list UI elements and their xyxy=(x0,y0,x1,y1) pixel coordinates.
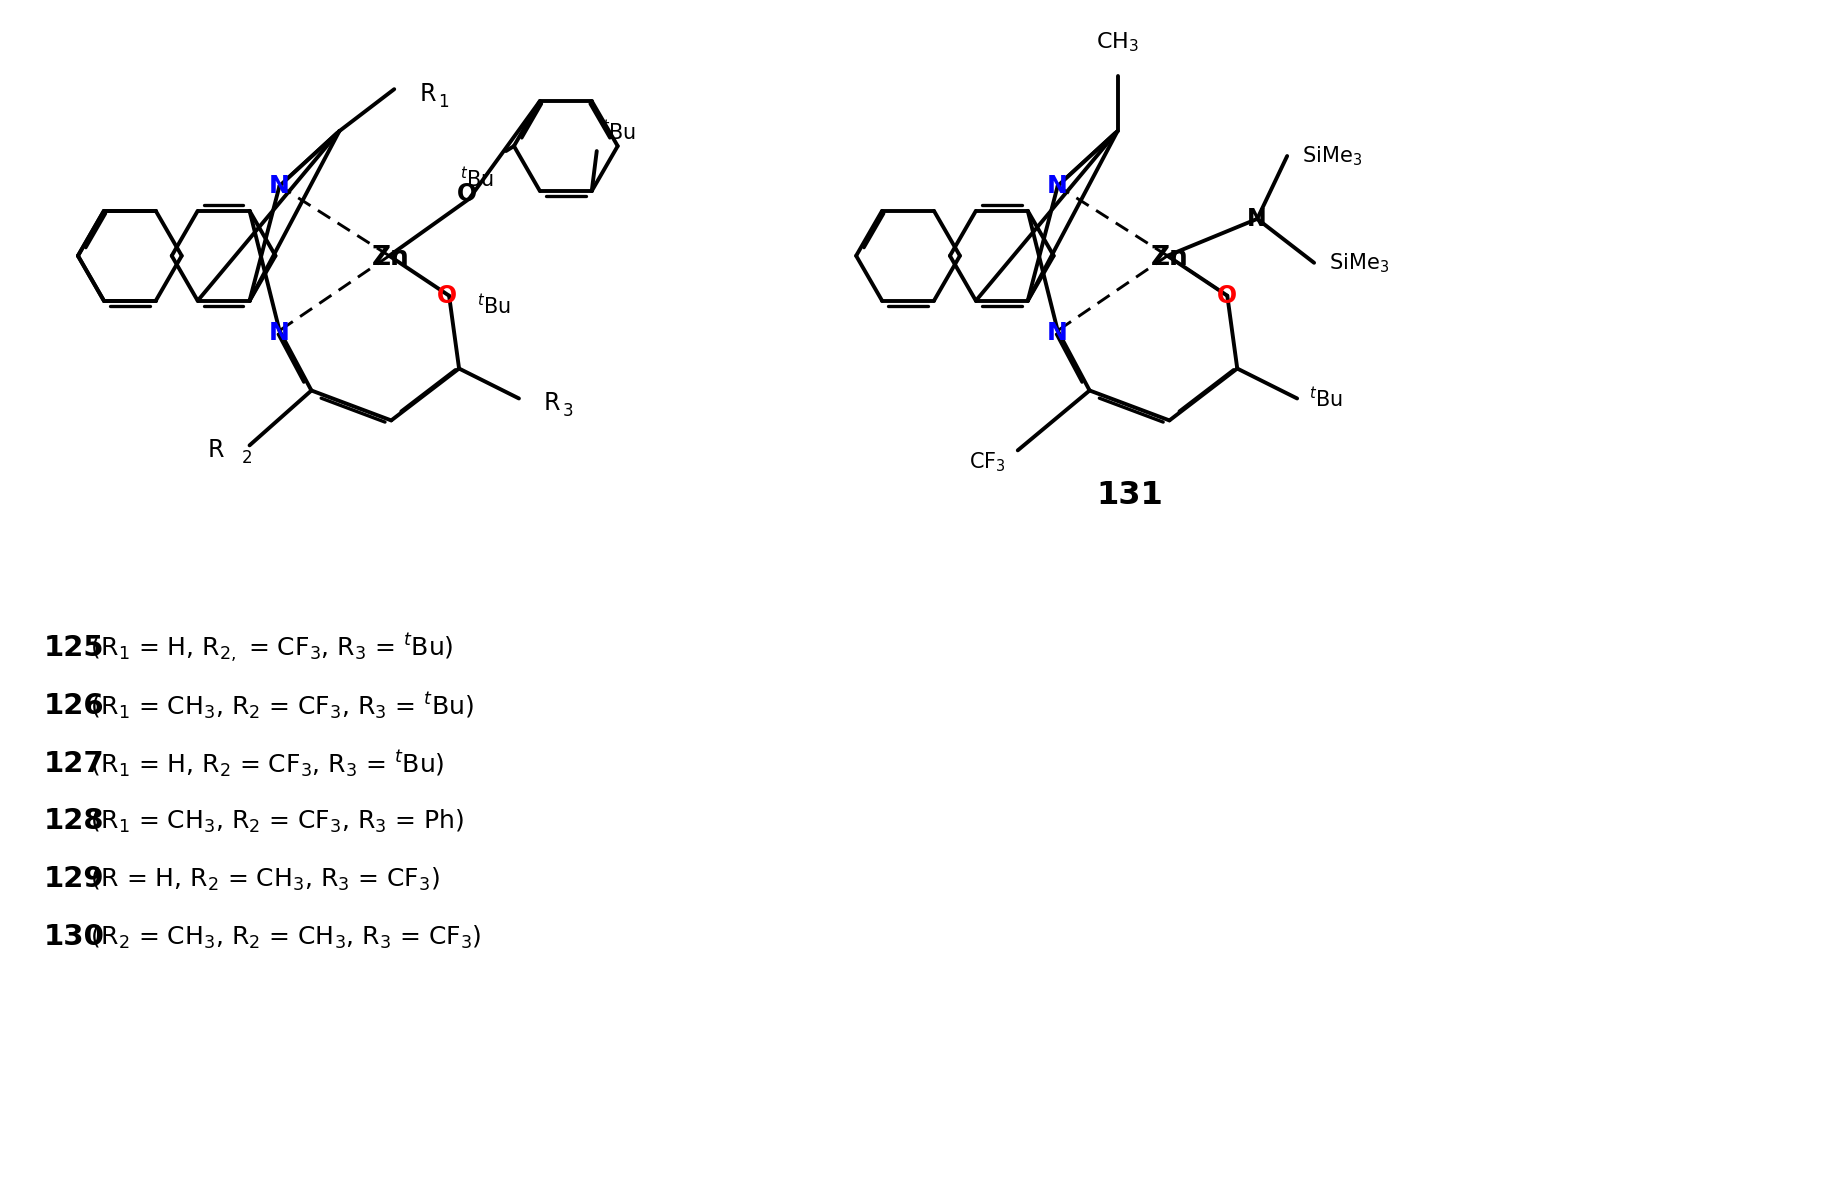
Text: SiMe$_3$: SiMe$_3$ xyxy=(1302,144,1363,168)
Text: 127: 127 xyxy=(44,750,105,778)
Text: N: N xyxy=(268,321,291,345)
Text: R: R xyxy=(208,438,224,462)
Text: 129: 129 xyxy=(44,865,105,894)
Text: 128: 128 xyxy=(44,807,105,835)
Text: 3: 3 xyxy=(563,403,574,420)
Text: N: N xyxy=(1247,207,1267,231)
Text: (R$_1$ = H, R$_{2,}$ = CF$_3$, R$_3$ = $^t$Bu): (R$_1$ = H, R$_{2,}$ = CF$_3$, R$_3$ = $… xyxy=(83,631,454,664)
Text: 131: 131 xyxy=(1096,479,1162,510)
Text: Zn: Zn xyxy=(371,244,410,271)
Text: (R$_2$ = CH$_3$, R$_2$ = CH$_3$, R$_3$ = CF$_3$): (R$_2$ = CH$_3$, R$_2$ = CH$_3$, R$_3$ =… xyxy=(83,924,482,951)
Text: $^t$Bu: $^t$Bu xyxy=(460,167,495,192)
Text: 125: 125 xyxy=(44,634,105,661)
Text: $^t$Bu: $^t$Bu xyxy=(1309,386,1342,411)
Text: R: R xyxy=(419,83,436,107)
Text: O: O xyxy=(438,284,458,308)
Text: 1: 1 xyxy=(438,93,449,111)
Text: 130: 130 xyxy=(44,924,105,951)
Text: (R$_1$ = CH$_3$, R$_2$ = CF$_3$, R$_3$ = $^t$Bu): (R$_1$ = CH$_3$, R$_2$ = CF$_3$, R$_3$ =… xyxy=(83,690,474,721)
Text: N: N xyxy=(1046,321,1068,345)
Text: (R = H, R$_2$ = CH$_3$, R$_3$ = CF$_3$): (R = H, R$_2$ = CH$_3$, R$_3$ = CF$_3$) xyxy=(83,866,440,893)
Text: SiMe$_3$: SiMe$_3$ xyxy=(1330,252,1388,274)
Text: R: R xyxy=(544,392,561,416)
Text: $^t$Bu: $^t$Bu xyxy=(476,294,511,319)
Text: O: O xyxy=(1217,284,1238,308)
Text: O: O xyxy=(456,182,476,206)
Text: (R$_1$ = H, R$_2$ = CF$_3$, R$_3$ = $^t$Bu): (R$_1$ = H, R$_2$ = CF$_3$, R$_3$ = $^t$… xyxy=(83,749,445,779)
Text: Zn: Zn xyxy=(1151,244,1188,271)
Text: 2: 2 xyxy=(241,449,252,467)
Text: (R$_1$ = CH$_3$, R$_2$ = CF$_3$, R$_3$ = Ph): (R$_1$ = CH$_3$, R$_2$ = CF$_3$, R$_3$ =… xyxy=(83,807,463,835)
Text: N: N xyxy=(1046,174,1068,198)
Text: $^t$Bu: $^t$Bu xyxy=(601,119,636,144)
Text: 126: 126 xyxy=(44,691,105,720)
Text: CH$_3$: CH$_3$ xyxy=(1096,31,1138,54)
Text: N: N xyxy=(268,174,291,198)
Text: CF$_3$: CF$_3$ xyxy=(969,450,1006,474)
